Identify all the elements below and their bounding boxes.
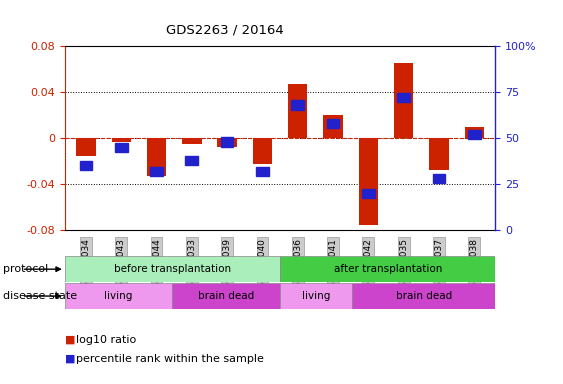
Text: after transplantation: after transplantation xyxy=(334,264,442,274)
Bar xyxy=(432,174,445,184)
Bar xyxy=(111,138,131,142)
Text: brain dead: brain dead xyxy=(396,291,452,301)
Bar xyxy=(76,138,96,156)
Bar xyxy=(280,256,495,282)
Bar xyxy=(397,93,410,102)
Bar xyxy=(352,283,495,309)
Bar xyxy=(280,283,352,309)
Bar xyxy=(79,161,92,170)
Text: ■: ■ xyxy=(65,354,75,364)
Bar xyxy=(253,138,272,164)
Bar xyxy=(394,63,413,138)
Text: before transplantation: before transplantation xyxy=(114,264,231,274)
Bar xyxy=(327,119,339,128)
Bar xyxy=(288,84,307,138)
Bar xyxy=(150,167,163,176)
Bar xyxy=(464,127,484,138)
Bar xyxy=(323,115,343,138)
Bar xyxy=(185,156,198,165)
Text: living: living xyxy=(302,291,330,301)
Bar xyxy=(172,283,280,309)
Text: living: living xyxy=(104,291,133,301)
Bar xyxy=(65,256,280,282)
Bar xyxy=(65,283,172,309)
Text: GDS2263 / 20164: GDS2263 / 20164 xyxy=(166,23,284,36)
Bar xyxy=(292,101,304,110)
Bar xyxy=(362,189,375,198)
Bar xyxy=(217,138,237,147)
Bar xyxy=(468,130,481,139)
Bar xyxy=(359,138,378,225)
Text: ■: ■ xyxy=(65,335,75,345)
Bar xyxy=(256,167,269,176)
Bar xyxy=(115,143,128,152)
Text: percentile rank within the sample: percentile rank within the sample xyxy=(76,354,264,364)
Text: brain dead: brain dead xyxy=(198,291,254,301)
Bar xyxy=(182,138,202,144)
Text: disease state: disease state xyxy=(3,291,77,301)
Bar xyxy=(147,138,166,176)
Bar xyxy=(221,137,234,147)
Text: log10 ratio: log10 ratio xyxy=(76,335,136,345)
Bar xyxy=(429,138,449,170)
Text: protocol: protocol xyxy=(3,264,48,274)
